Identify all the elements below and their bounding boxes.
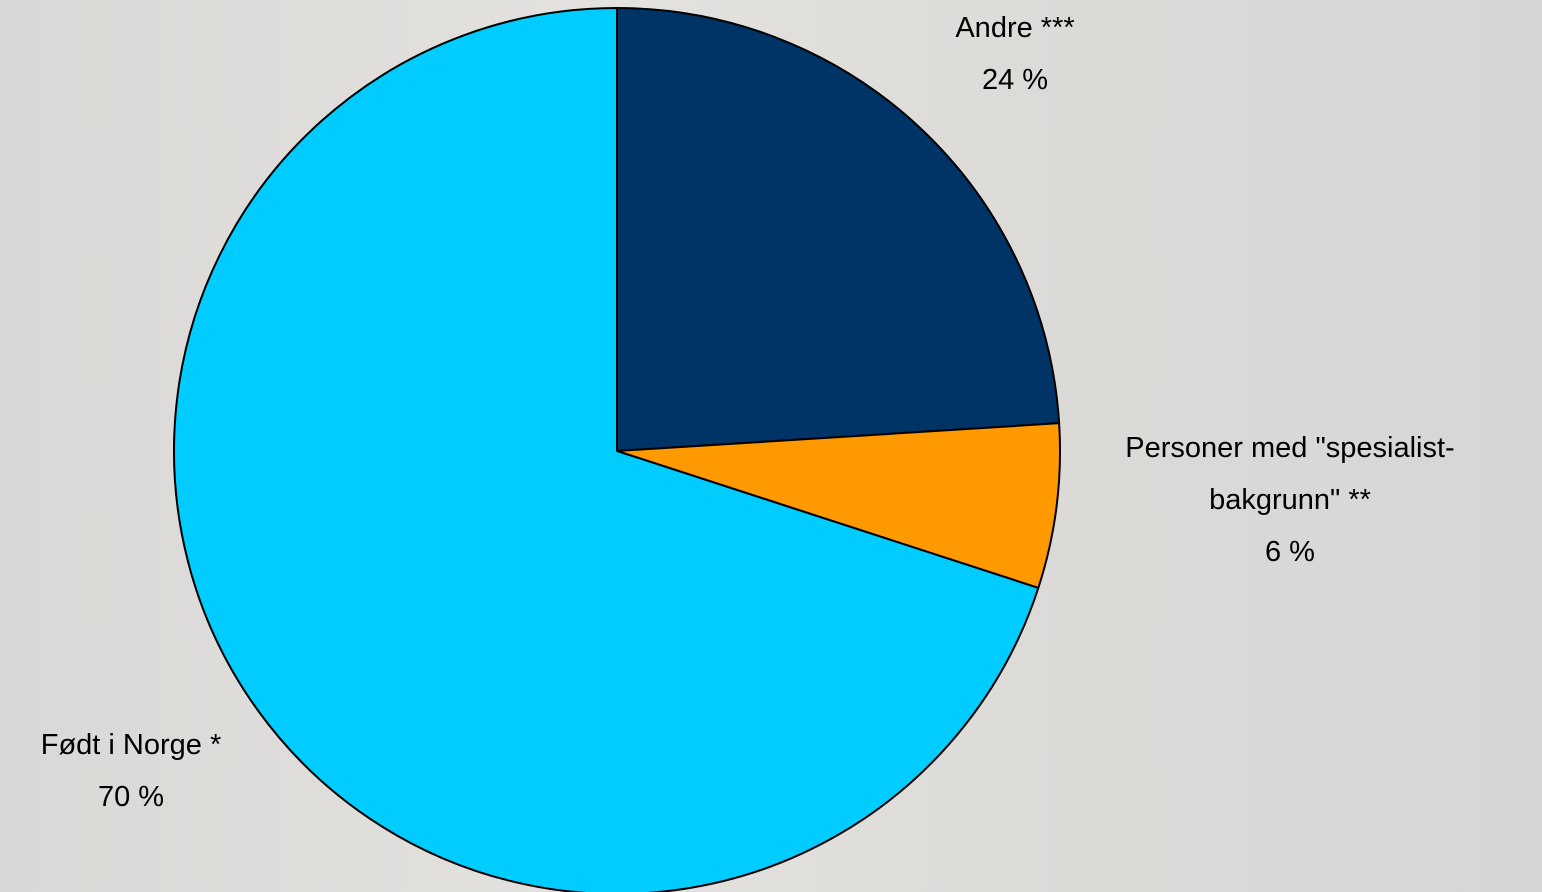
pie-slice <box>616 7 1061 452</box>
pie-slice <box>616 422 1061 589</box>
category-label: Personer med "spesialist-bakgrunn" ** <box>1125 432 1455 516</box>
pie-slice <box>173 7 1040 892</box>
slice-label: Personer med "spesialist-bakgrunn" ** 6 … <box>1070 422 1510 578</box>
slice-label: Født i Norge * 70 % <box>0 719 262 823</box>
category-label: Andre *** <box>955 12 1075 44</box>
value-label: 70 % <box>97 781 165 813</box>
category-label: Født i Norge * <box>40 729 222 761</box>
value-label: 24 % <box>981 64 1049 96</box>
value-label: 6 % <box>1265 536 1315 568</box>
slice-label: Andre *** 24 % <box>875 2 1155 106</box>
